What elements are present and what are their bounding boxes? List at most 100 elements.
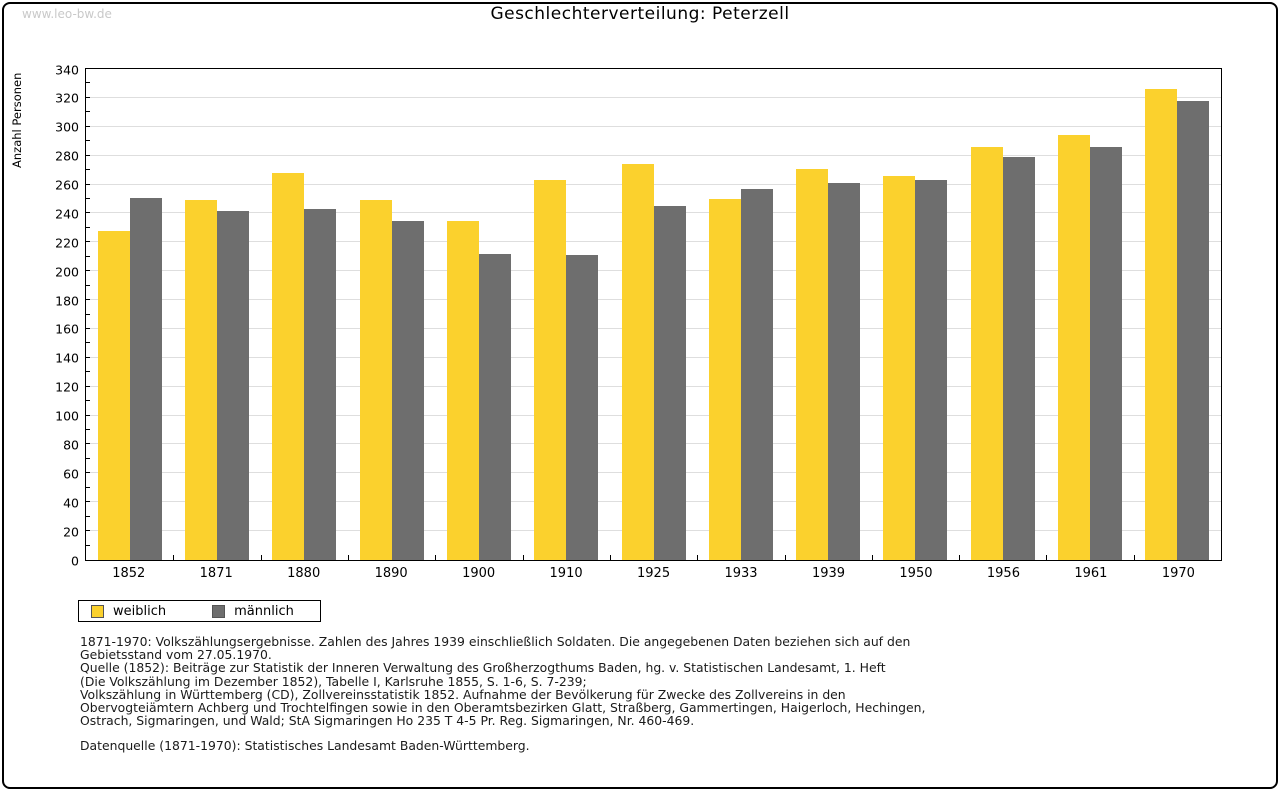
x-boundary-tick-1880 <box>260 555 262 560</box>
bar-männlich-1852 <box>129 197 162 560</box>
x-label-1970: 1970 <box>1161 566 1195 581</box>
y-tick-label-300: 300 <box>55 119 79 135</box>
x-boundary-tick-1933 <box>697 555 699 560</box>
y-minor-tick-80 <box>86 443 90 445</box>
bar-männlich-1900 <box>478 253 511 560</box>
y-minor-tick-140 <box>86 356 90 358</box>
gridline-320 <box>86 96 1221 98</box>
y-minor-tick-230 <box>86 226 90 228</box>
y-minor-tick-270 <box>86 169 90 171</box>
y-minor-tick-30 <box>86 515 90 517</box>
x-boundary-tick-1910 <box>522 555 524 560</box>
bar-männlich-1925 <box>653 206 686 560</box>
x-boundary-tick-1939 <box>784 555 786 560</box>
y-minor-tick-300 <box>86 125 90 127</box>
bar-weiblich-1956 <box>970 146 1003 560</box>
bar-weiblich-1900 <box>446 220 479 560</box>
plot-area: 0 20 40 60 80 100 120 140 160 180 200 220 240 260 280 3… <box>55 62 1222 568</box>
bar-weiblich-1961 <box>1058 135 1091 560</box>
y-minor-tick-160 <box>86 327 90 329</box>
bar-group-1871 <box>173 69 260 560</box>
legend-swatch-weiblich <box>91 604 104 618</box>
y-tick-label-120: 120 <box>55 379 79 395</box>
bar-männlich-1950 <box>915 180 948 560</box>
y-minor-tick-100 <box>86 414 90 416</box>
bar-group-1852 <box>86 69 173 560</box>
y-minor-tick-90 <box>86 429 90 431</box>
bar-group-1925 <box>609 69 697 560</box>
bar-weiblich-1939 <box>796 168 829 560</box>
bar-group-1956 <box>959 69 1046 560</box>
legend-item-männlich: männlich <box>212 604 294 619</box>
x-boundary-tick-1970 <box>1133 555 1135 560</box>
y-minor-tick-170 <box>86 313 90 315</box>
watermark: www.leo-bw.de <box>22 7 112 21</box>
x-label-1956: 1956 <box>986 566 1020 581</box>
bar-group-1880 <box>260 69 348 560</box>
legend-label-weiblich: weiblich <box>113 603 167 619</box>
bar-weiblich-1871 <box>184 200 217 560</box>
y-minor-tick-180 <box>86 299 90 301</box>
x-boundary-tick-1890 <box>347 555 349 560</box>
y-axis-title: Anzahl Personen <box>10 72 24 168</box>
chart-title: Geschlechterverteilung: Peterzell <box>490 4 790 24</box>
bar-group-1961 <box>1046 69 1133 560</box>
y-tick-label-40: 40 <box>63 495 79 511</box>
y-minor-tick-190 <box>86 284 90 286</box>
x-label-1910: 1910 <box>549 566 583 581</box>
x-label-1871: 1871 <box>199 566 233 581</box>
legend-item-weiblich: weiblich <box>91 604 166 619</box>
y-minor-tick-60 <box>86 472 90 474</box>
footnote-line-3: Quelle (1852): Beiträge zur Statistik de… <box>80 660 886 676</box>
x-label-1933: 1933 <box>724 566 758 581</box>
x-boundary-tick-1925 <box>609 555 611 560</box>
bar-weiblich-1910 <box>534 180 567 560</box>
y-tick-label-100: 100 <box>55 408 79 424</box>
bar-männlich-1939 <box>828 183 861 560</box>
gridline-300 <box>86 125 1221 127</box>
x-label-1961: 1961 <box>1074 566 1108 581</box>
y-minor-tick-150 <box>86 342 90 344</box>
y-tick-label-180: 180 <box>55 293 79 309</box>
y-minor-tick-50 <box>86 486 90 488</box>
x-label-1852: 1852 <box>112 566 146 581</box>
x-boundary-tick-1871 <box>173 555 175 560</box>
y-tick-label-280: 280 <box>55 148 79 164</box>
y-minor-tick-210 <box>86 255 90 257</box>
y-tick-label-20: 20 <box>63 524 79 540</box>
bar-weiblich-1890 <box>359 200 392 560</box>
x-boundary-tick-1900 <box>435 555 437 560</box>
y-tick-label-0: 0 <box>71 553 79 568</box>
x-boundary-tick-1950 <box>871 555 873 560</box>
footnote-line-5: Volkszählung in Württemberg (CD), Zollve… <box>80 686 846 702</box>
y-tick-label-80: 80 <box>63 437 79 453</box>
y-minor-tick-310 <box>86 111 90 113</box>
legend: weiblich männlich <box>78 600 321 622</box>
y-minor-tick-10 <box>86 544 90 546</box>
bar-weiblich-1925 <box>621 164 654 560</box>
datasource-line: Datenquelle (1871-1970): Statistisches L… <box>80 738 530 754</box>
y-minor-tick-330 <box>86 82 90 84</box>
bar-männlich-1910 <box>566 255 599 560</box>
bar-group-1910 <box>522 69 610 560</box>
gridline-280 <box>86 154 1221 156</box>
bar-group-1939 <box>784 69 872 560</box>
x-label-1939: 1939 <box>811 566 846 581</box>
y-tick-label-340: 340 <box>55 62 79 77</box>
bar-group-1933 <box>697 69 784 560</box>
y-minor-tick-220 <box>86 241 90 243</box>
y-tick-label-220: 220 <box>55 235 79 251</box>
y-tick-label-160: 160 <box>55 321 79 337</box>
bar-group-1890 <box>347 69 435 560</box>
bar-weiblich-1970 <box>1145 89 1178 560</box>
footnotes: 1871-1970: Volkszählungsergebnisse. Zahl… <box>80 635 925 753</box>
x-label-1950: 1950 <box>899 566 933 581</box>
y-minor-tick-20 <box>86 530 90 532</box>
y-minor-tick-70 <box>86 457 90 459</box>
x-axis-labels: 1852 1871 1880 1890 1900 1910 1925 1933 1939 1950… <box>85 566 1222 581</box>
y-tick-label-320: 320 <box>55 90 79 106</box>
x-label-1880: 1880 <box>287 566 321 581</box>
y-minor-tick-200 <box>86 270 90 272</box>
bar-männlich-1880 <box>304 209 337 560</box>
